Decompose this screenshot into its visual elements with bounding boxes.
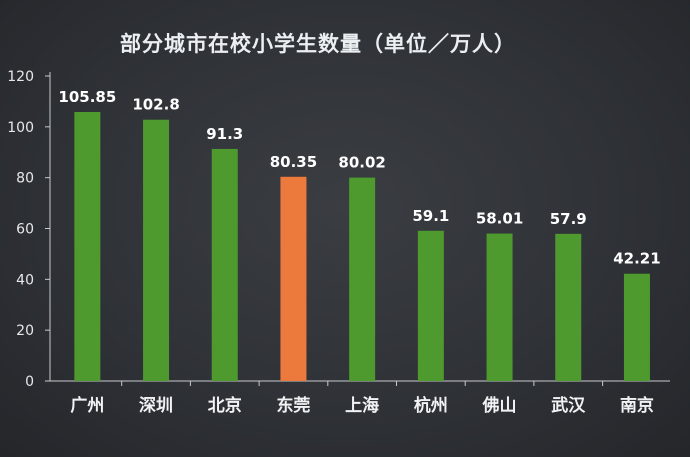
y-tick-label: 0 <box>25 374 34 390</box>
x-tick-label: 南京 <box>620 395 654 416</box>
bar <box>74 111 101 381</box>
data-label: 91.3 <box>206 125 243 143</box>
data-label: 102.8 <box>132 96 179 114</box>
data-label: 57.9 <box>550 210 587 228</box>
chart-title: 部分城市在校小学生数量（单位／万人） <box>120 32 516 56</box>
bar <box>555 233 582 381</box>
x-tick-label: 广州 <box>70 395 104 416</box>
x-tick-label: 上海 <box>345 395 379 416</box>
x-tick-label: 武汉 <box>551 395 586 416</box>
x-tick-label: 杭州 <box>414 395 448 416</box>
y-tick-label: 40 <box>16 272 34 288</box>
bar <box>280 176 307 381</box>
x-tick-label: 深圳 <box>139 395 173 416</box>
x-tick-label: 佛山 <box>482 395 517 416</box>
data-label: 59.1 <box>412 207 449 225</box>
y-tick-label: 20 <box>16 323 34 339</box>
y-tick-label: 120 <box>7 69 34 85</box>
data-label: 42.21 <box>613 250 660 268</box>
data-label: 80.02 <box>338 154 385 172</box>
data-label: 80.35 <box>270 153 317 171</box>
bar <box>143 119 170 381</box>
x-tick-label: 北京 <box>208 395 242 416</box>
data-label: 58.01 <box>476 210 523 228</box>
bar <box>417 230 444 381</box>
y-tick-label: 80 <box>16 171 34 187</box>
bar <box>211 148 238 381</box>
labels: 广州 105.85 深圳 102.8 北京 91.3 东莞 80.35 上海 80.02 杭州 59.… <box>58 88 660 416</box>
bar <box>349 177 376 381</box>
y-tick-label: 60 <box>16 222 34 238</box>
x-tick-label: 东莞 <box>276 395 310 416</box>
bars <box>74 111 650 381</box>
bar <box>486 233 513 381</box>
y-tick-label: 100 <box>7 120 34 136</box>
bar <box>623 273 650 381</box>
data-label: 105.85 <box>58 88 116 106</box>
